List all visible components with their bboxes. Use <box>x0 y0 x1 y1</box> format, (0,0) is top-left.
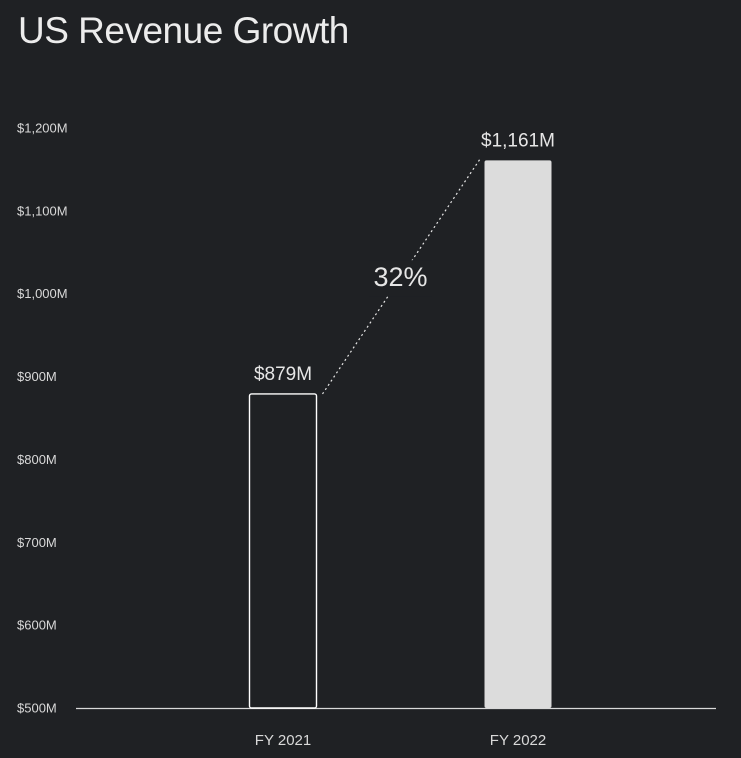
growth-percent-label: 32% <box>373 262 427 292</box>
bar-value-label: $879M <box>254 364 312 385</box>
y-axis-ticks: $500M $600M $700M $800M $900M $1,000M $1,100M $… <box>17 121 68 716</box>
y-tick-label: $1,100M <box>17 203 68 218</box>
x-tick-label: FY 2022 <box>490 732 546 749</box>
chart-title: US Revenue Growth <box>18 10 349 51</box>
bar-value-label: $1,161M <box>481 130 555 151</box>
bars <box>248 160 552 709</box>
y-tick-label: $800M <box>17 452 57 467</box>
y-tick-label: $1,000M <box>17 286 68 301</box>
x-axis-labels: FY 2021 FY 2022 <box>255 732 546 749</box>
y-tick-label: $1,200M <box>17 121 68 136</box>
x-tick-label: FY 2021 <box>255 732 311 749</box>
bar-fy-2021 <box>248 393 318 709</box>
y-tick-label: $900M <box>17 369 57 384</box>
data-labels: $879M $1,161M <box>254 130 555 385</box>
y-tick-label: $700M <box>17 535 57 550</box>
y-tick-label: $600M <box>17 618 57 633</box>
bar-fy-2022 <box>484 160 552 709</box>
growth-label-background <box>368 260 433 297</box>
y-tick-label: $500M <box>17 701 57 716</box>
